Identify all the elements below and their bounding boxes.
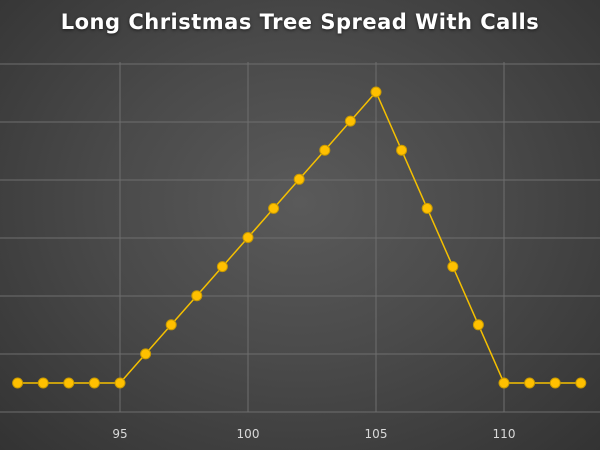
data-point	[421, 202, 433, 214]
data-point	[88, 377, 100, 389]
data-point	[191, 290, 203, 302]
data-point	[396, 144, 408, 156]
data-point	[140, 348, 152, 360]
x-tick-label: 100	[237, 427, 260, 441]
data-point	[447, 261, 459, 273]
data-point	[319, 144, 331, 156]
data-point	[114, 377, 126, 389]
chart-title: Long Christmas Tree Spread With Calls	[60, 10, 540, 34]
data-point	[216, 261, 228, 273]
data-point	[498, 377, 510, 389]
data-point	[293, 173, 305, 185]
data-point	[549, 377, 561, 389]
data-point	[165, 319, 177, 331]
data-point	[575, 377, 587, 389]
data-point	[370, 86, 382, 98]
data-point	[344, 115, 356, 127]
data-point	[242, 232, 254, 243]
data-point	[12, 377, 24, 389]
data-point	[268, 202, 280, 214]
x-tick-label: 105	[365, 427, 388, 441]
data-point	[524, 377, 536, 389]
data-point	[37, 377, 49, 389]
data-point	[472, 319, 484, 331]
x-tick-label: 110	[493, 427, 516, 441]
data-point	[63, 377, 75, 389]
x-tick-label: 95	[112, 427, 127, 441]
